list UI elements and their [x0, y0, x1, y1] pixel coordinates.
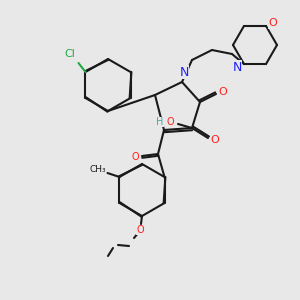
Text: O: O [211, 135, 219, 145]
Text: O: O [268, 18, 278, 28]
Text: CH₃: CH₃ [89, 164, 106, 173]
Text: O: O [131, 152, 139, 162]
Text: O: O [219, 87, 227, 97]
Text: N: N [232, 61, 242, 74]
Text: H: H [156, 117, 164, 127]
Text: N: N [179, 65, 189, 79]
Text: Cl: Cl [64, 49, 75, 59]
Text: O: O [136, 225, 144, 235]
Text: O: O [166, 117, 174, 127]
